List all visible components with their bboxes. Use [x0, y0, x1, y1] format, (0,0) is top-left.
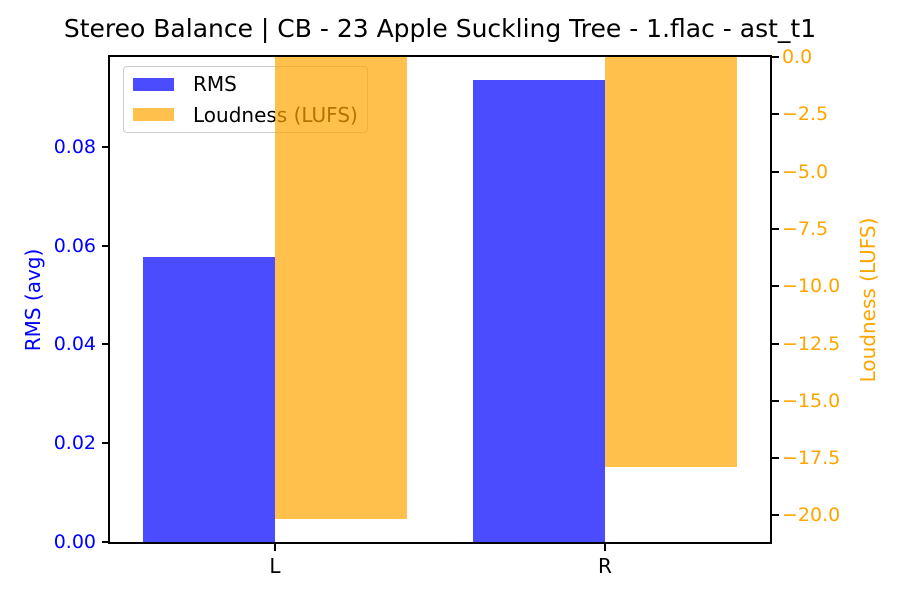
left-tick-mark	[102, 244, 110, 247]
right-tick-mark	[771, 399, 779, 402]
right-tick-label: −2.5	[782, 103, 829, 126]
x-tick-mark	[274, 544, 276, 551]
loudness-bar-r	[605, 57, 737, 468]
right-tick-label: 0.0	[782, 46, 813, 68]
x-tick-mark	[604, 544, 606, 551]
right-tick-label: −20.0	[782, 504, 841, 527]
chart-title: Stereo Balance | CB - 23 Apple Suckling …	[63, 14, 817, 43]
x-tick-label-l: L	[269, 554, 281, 578]
right-tick-mark	[771, 457, 779, 460]
right-tick-mark	[771, 342, 779, 345]
rms-legend-label: RMS	[193, 72, 237, 97]
right-tick-label: −12.5	[782, 332, 841, 355]
right-tick-mark	[771, 170, 779, 173]
right-tick-label: −10.0	[782, 275, 841, 298]
left-tick-label: 0.08	[53, 135, 96, 158]
right-tick-label: −7.5	[782, 217, 829, 240]
right-tick-label: −5.0	[782, 160, 829, 183]
right-tick-mark	[771, 514, 779, 517]
left-tick-label: 0.02	[53, 432, 96, 455]
left-tick-label: 0.00	[53, 531, 96, 553]
rms-legend-swatch	[133, 77, 174, 91]
loudness-bar-l	[275, 57, 407, 519]
x-tick-label-r: R	[598, 554, 612, 578]
left-tick-mark	[102, 541, 110, 543]
right-tick-label: −17.5	[782, 447, 841, 470]
right-tick-mark	[771, 285, 779, 288]
left-tick-mark	[102, 442, 110, 445]
rms-bar-l	[143, 257, 275, 542]
left-tick-mark	[102, 145, 110, 148]
legend-entry-rms: RMS	[124, 69, 367, 99]
right-tick-label: −15.0	[782, 389, 841, 412]
right-tick-mark	[771, 227, 779, 230]
left-tick-label: 0.04	[53, 333, 96, 356]
right-tick-mark	[771, 56, 779, 58]
left-axis-label: RMS (avg)	[21, 248, 45, 352]
left-tick-mark	[102, 343, 110, 346]
loudness-legend-swatch	[133, 108, 174, 122]
right-axis-label: Loudness (LUFS)	[856, 217, 880, 383]
left-tick-label: 0.06	[53, 234, 96, 257]
right-tick-mark	[771, 113, 779, 116]
rms-bar-r	[473, 80, 605, 542]
